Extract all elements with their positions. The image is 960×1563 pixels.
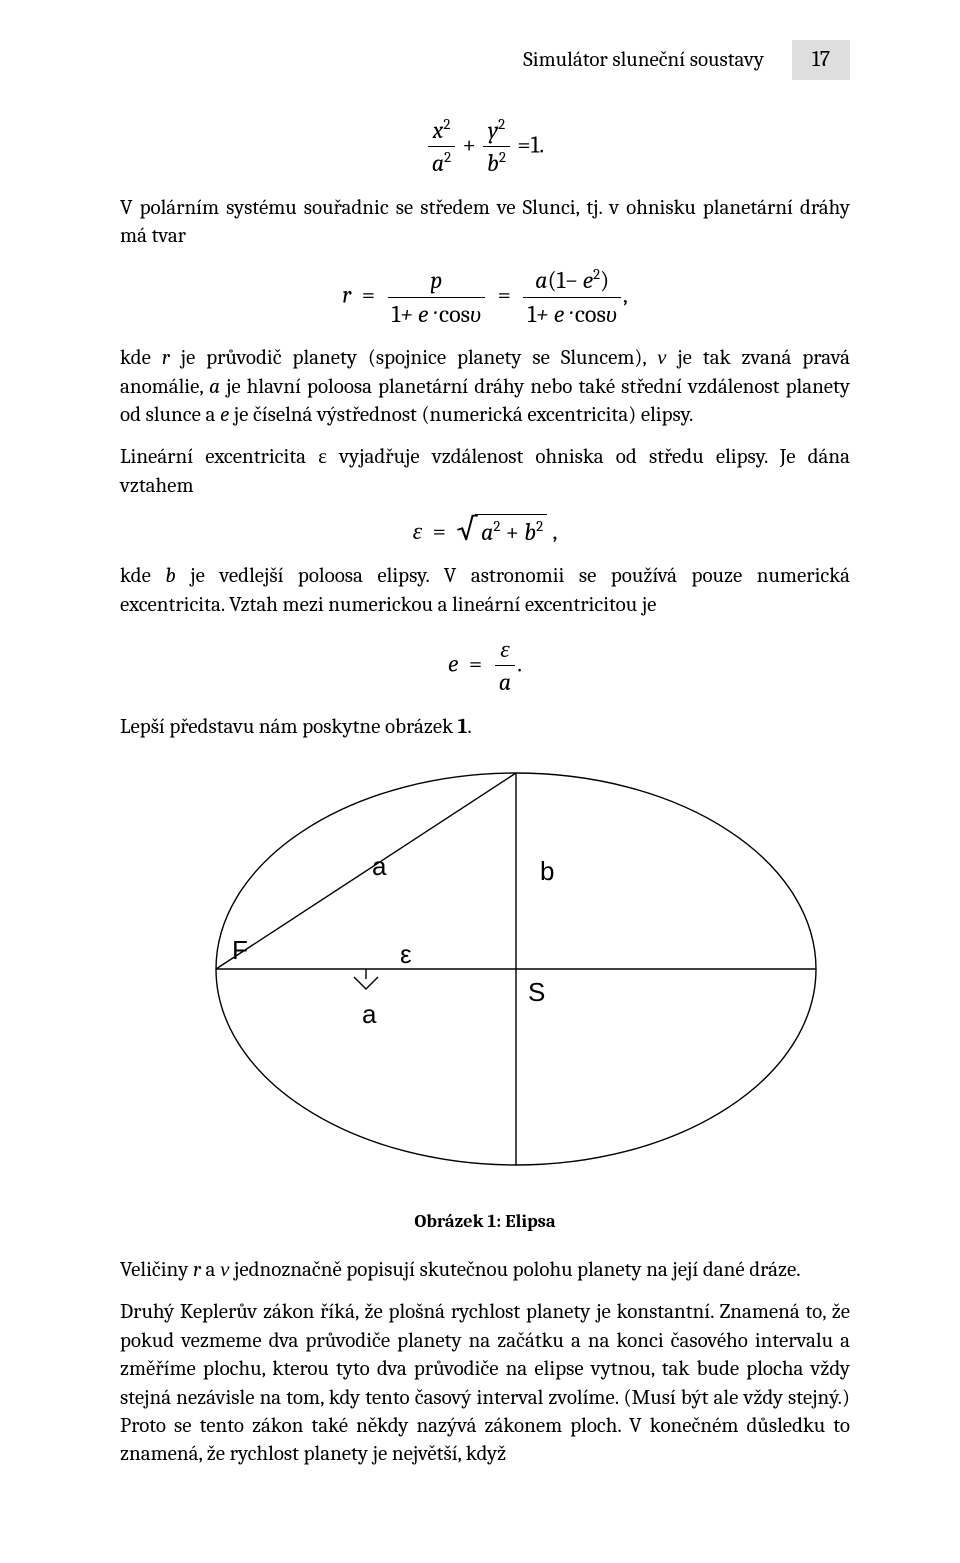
label-F: F: [232, 935, 248, 965]
equation-ellipse-standard: x2 a2 + y2 b2 =1.: [120, 114, 850, 180]
label-eps: ε: [400, 939, 412, 969]
page-number: 17: [812, 45, 830, 75]
figure-caption: Obrázek 1: Elipsa: [120, 1209, 850, 1234]
running-title: Simulátor sluneční soustavy: [523, 46, 764, 74]
paragraph-linear-ecc: Lineární excentricita ε vyjadřuje vzdále…: [120, 443, 850, 500]
figure-ellipse: a b F ε a S: [140, 755, 830, 1185]
label-a-upper: a: [372, 851, 387, 881]
label-S: S: [528, 977, 545, 1007]
equation-linear-eccentricity: ε = √ a2 + b2 ,: [120, 514, 850, 548]
label-b: b: [540, 856, 554, 886]
paragraph-second-law: Druhý Keplerův zákon říká, že plošná ryc…: [120, 1298, 850, 1468]
paragraph-quantities: Veličiny r a ν jednoznačně popisují skut…: [120, 1256, 850, 1284]
paragraph-minor-axis: kde b je vedlejší poloosa elipsy. V astr…: [120, 562, 850, 619]
label-a-lower: a: [362, 999, 377, 1029]
page: Simulátor sluneční soustavy 17 x2 a2 + y…: [0, 0, 960, 1523]
equation-numeric-eccentricity: e = ε a .: [120, 633, 850, 699]
paragraph-polar-explain: kde r je průvodič planety (spojnice plan…: [120, 344, 850, 429]
paragraph-figure-ref: Lepší představu nám poskytne obrázek 1.: [120, 713, 850, 741]
page-header: Simulátor sluneční soustavy 17: [120, 40, 850, 80]
paragraph-polar-intro: V polárním systému souřadnic se středem …: [120, 194, 850, 251]
equation-polar-radius: r = p 1+ e · cosυ = a(1− e2) 1+ e · cosυ…: [120, 264, 850, 330]
page-number-box: 17: [792, 40, 850, 80]
